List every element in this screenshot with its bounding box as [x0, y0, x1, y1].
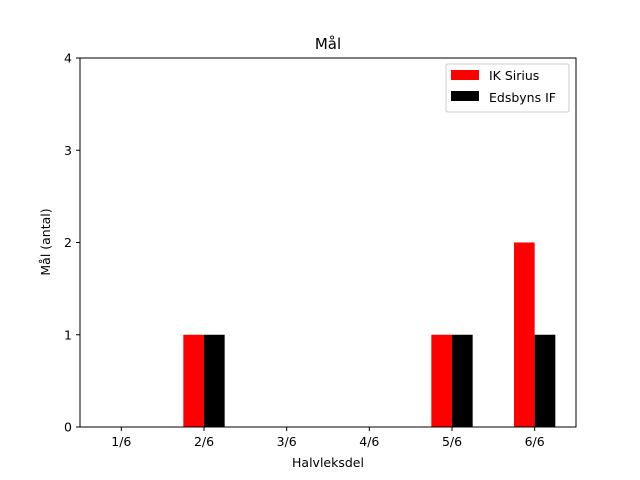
x-tick-label: 4/6 [359, 434, 379, 449]
x-tick-label: 1/6 [111, 434, 131, 449]
y-tick-label: 1 [64, 327, 72, 342]
bar-ik-sirius-5 [431, 334, 452, 427]
legend-swatch-edsbyns-if [451, 91, 479, 101]
y-tick-label: 3 [64, 143, 72, 158]
x-tick-label: 5/6 [442, 434, 462, 449]
x-axis: 1/6 2/6 3/6 4/6 5/6 6/6 [111, 427, 545, 449]
x-axis-label: Halvleksdel [292, 455, 364, 470]
bar-ik-sirius-6 [514, 242, 535, 427]
legend-label-ik-sirius: IK Sirius [489, 68, 539, 83]
y-axis-label: Mål (antal) [38, 208, 53, 275]
legend-label-edsbyns-if: Edsbyns IF [489, 90, 556, 105]
y-tick-label: 0 [64, 420, 72, 435]
bar-edsbyns-if-2 [204, 334, 225, 427]
x-tick-label: 6/6 [525, 434, 545, 449]
legend: IK Sirius Edsbyns IF [445, 63, 570, 113]
y-axis: 0 1 2 3 4 [64, 51, 80, 435]
legend-swatch-ik-sirius [451, 70, 479, 80]
y-tick-label: 4 [64, 51, 72, 66]
bar-ik-sirius-2 [183, 334, 204, 427]
chart-title: Mål [315, 35, 341, 53]
bar-edsbyns-if-5 [452, 334, 473, 427]
bars-layer [183, 242, 556, 427]
x-tick-label: 2/6 [194, 434, 214, 449]
x-tick-label: 3/6 [277, 434, 297, 449]
y-tick-label: 2 [64, 235, 72, 250]
bar-edsbyns-if-6 [534, 334, 556, 427]
